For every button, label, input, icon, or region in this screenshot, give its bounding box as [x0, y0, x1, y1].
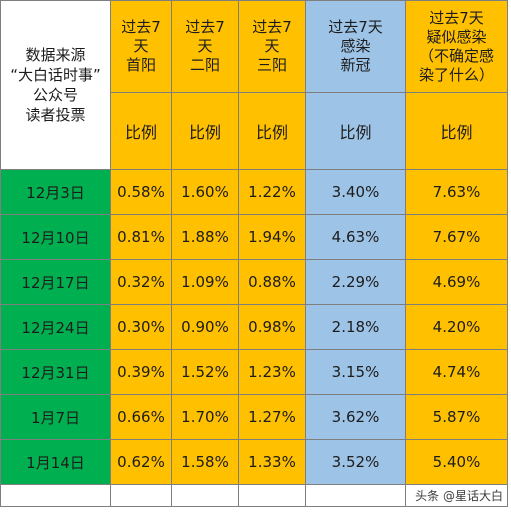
value-cell: 3.52% [305, 439, 406, 485]
source-note-cell: 数据来源 “大白话时事” 公众号 读者投票 [0, 0, 111, 170]
date-cell: 1月7日 [0, 394, 111, 440]
value-cell: 0.90% [171, 304, 239, 350]
table-row: 12月24日 0.30% 0.90% 0.98% 2.18% 4.20% [0, 304, 508, 350]
value-cell: 2.18% [305, 304, 406, 350]
value-cell: 1.58% [171, 439, 239, 485]
date-cell: 1月14日 [0, 439, 111, 485]
ratio-label: 比例 [305, 92, 406, 170]
ratio-label: 比例 [405, 92, 508, 170]
empty-cell [405, 484, 508, 507]
value-cell: 1.88% [171, 214, 239, 260]
date-cell: 12月24日 [0, 304, 111, 350]
value-cell: 0.62% [110, 439, 172, 485]
date-cell: 12月3日 [0, 169, 111, 215]
ratio-label: 比例 [238, 92, 306, 170]
value-cell: 0.88% [238, 259, 306, 305]
value-cell: 0.58% [110, 169, 172, 215]
ratio-label: 比例 [110, 92, 172, 170]
value-cell: 0.81% [110, 214, 172, 260]
table-row: 1月7日 0.66% 1.70% 1.27% 3.62% 5.87% [0, 394, 508, 440]
source-note: 数据来源 “大白话时事” 公众号 读者投票 [10, 46, 101, 124]
value-cell: 1.70% [171, 394, 239, 440]
value-cell: 3.62% [305, 394, 406, 440]
table-row: 12月17日 0.32% 1.09% 0.88% 2.29% 4.69% [0, 259, 508, 305]
value-cell: 1.52% [171, 349, 239, 395]
table-row: 12月10日 0.81% 1.88% 1.94% 4.63% 7.67% [0, 214, 508, 260]
empty-cell [171, 484, 239, 507]
header-first-infection: 过去7 天 首阳 [110, 0, 172, 93]
value-cell: 0.32% [110, 259, 172, 305]
value-cell: 4.74% [405, 349, 508, 395]
ratio-label: 比例 [171, 92, 239, 170]
value-cell: 0.39% [110, 349, 172, 395]
value-cell: 0.30% [110, 304, 172, 350]
value-cell: 1.22% [238, 169, 306, 215]
watermark: 头条 @星话大白 [415, 489, 503, 503]
value-cell: 4.69% [405, 259, 508, 305]
header-third-infection: 过去7 天 三阳 [238, 0, 306, 93]
value-cell: 2.29% [305, 259, 406, 305]
header-covid-infection: 过去7天 感染 新冠 [305, 0, 406, 93]
vote-statistics-table: 数据来源 “大白话时事” 公众号 读者投票 过去7 天 首阳 过去7 天 二阳 … [0, 0, 508, 507]
value-cell: 1.60% [171, 169, 239, 215]
value-cell: 7.67% [405, 214, 508, 260]
empty-cell [305, 484, 406, 507]
value-cell: 5.87% [405, 394, 508, 440]
value-cell: 0.98% [238, 304, 306, 350]
value-cell: 1.09% [171, 259, 239, 305]
header-second-infection: 过去7 天 二阳 [171, 0, 239, 93]
table-row: 12月3日 0.58% 1.60% 1.22% 3.40% 7.63% [0, 169, 508, 215]
table-row: 12月31日 0.39% 1.52% 1.23% 3.15% 4.74% [0, 349, 508, 395]
value-cell: 1.94% [238, 214, 306, 260]
header-row: 数据来源 “大白话时事” 公众号 读者投票 过去7 天 首阳 过去7 天 二阳 … [0, 0, 508, 170]
value-cell: 1.27% [238, 394, 306, 440]
table-row: 1月14日 0.62% 1.58% 1.33% 3.52% 5.40% [0, 439, 508, 485]
ratio-label-row: 比例 比例 比例 比例 比例 [1, 92, 508, 170]
value-cell: 1.33% [238, 439, 306, 485]
value-cell: 4.63% [305, 214, 406, 260]
value-cell: 5.40% [405, 439, 508, 485]
empty-row [0, 484, 508, 507]
value-cell: 3.40% [305, 169, 406, 215]
empty-cell [0, 484, 111, 507]
value-cell: 0.66% [110, 394, 172, 440]
empty-cell [238, 484, 306, 507]
value-cell: 4.20% [405, 304, 508, 350]
value-cell: 3.15% [305, 349, 406, 395]
value-cell: 1.23% [238, 349, 306, 395]
date-cell: 12月10日 [0, 214, 111, 260]
date-cell: 12月17日 [0, 259, 111, 305]
header-suspected-infection: 过去7天 疑似感染 （不确定感 染了什么） [405, 0, 508, 93]
date-cell: 12月31日 [0, 349, 111, 395]
value-cell: 7.63% [405, 169, 508, 215]
empty-cell [110, 484, 172, 507]
